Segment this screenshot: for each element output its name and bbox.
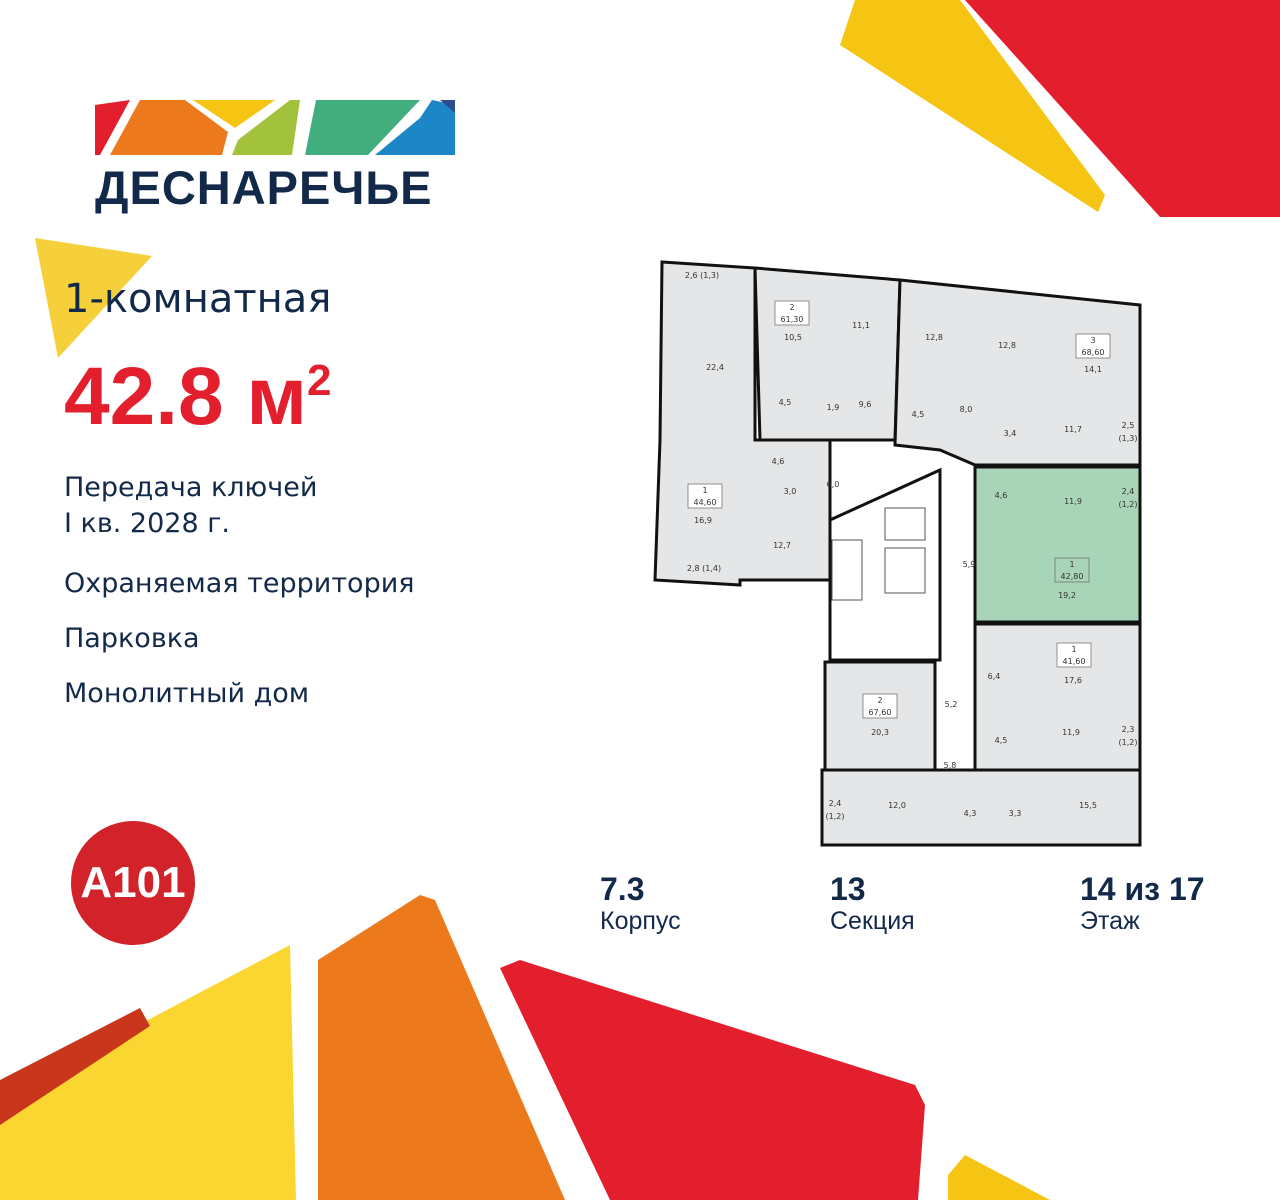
room-area-label: 4,5 — [995, 736, 1008, 745]
room-area-label: 15,5 — [1079, 801, 1097, 810]
room-area-label: 5,9 — [963, 560, 976, 569]
apartment-area-label: 61,30 — [781, 315, 804, 324]
room-area-label: 1,9 — [827, 403, 840, 412]
room-area-label: (1,2) — [1119, 500, 1138, 509]
deco-yellow-corner — [948, 1155, 1050, 1200]
room-area-label: 6,0 — [827, 480, 840, 489]
deco-red-top — [965, 0, 1280, 217]
apartment-label: 142,80 — [1054, 557, 1090, 583]
room-area-label: 5,8 — [944, 761, 957, 770]
room-area-label: 12,7 — [773, 541, 791, 550]
deco-yellow-title — [35, 238, 152, 358]
room-area-label: 4,3 — [964, 809, 977, 818]
room-area-label: 12,8 — [925, 333, 943, 342]
handover-info: Передача ключей I кв. 2028 г. — [64, 472, 318, 539]
apartment-42-80-selected[interactable] — [973, 465, 1142, 624]
room-area-label: 2,3 — [1122, 725, 1135, 734]
room-area-label: 11,9 — [1064, 497, 1082, 506]
room-area-label: 2,4 — [1122, 487, 1135, 496]
plan-rooms — [653, 260, 1142, 847]
feature-monolith: Монолитный дом — [64, 678, 310, 709]
room-area-label: 2,4 — [829, 799, 842, 808]
apartment-rooms: 3 — [1090, 336, 1095, 345]
room-area-label: (1,2) — [1119, 738, 1138, 747]
room-area-label: 10,5 — [784, 333, 802, 342]
room-area-label: 4,6 — [772, 457, 785, 466]
apartment-61-30-block[interactable] — [753, 266, 902, 442]
apartment-rooms: 2 — [789, 303, 794, 312]
apartment-area-label: 67,60 — [869, 708, 892, 717]
apartment-area: 42.8 м2 — [64, 351, 332, 442]
room-area-label: 4,6 — [995, 491, 1008, 500]
feature-parking: Парковка — [64, 623, 200, 654]
deco-yellow-bottom — [0, 945, 296, 1200]
feature-security: Охраняемая территория — [64, 568, 415, 599]
room-area-label: 22,4 — [706, 363, 724, 372]
apartment-area-label: 68,60 — [1082, 348, 1105, 357]
stat-floor: 14 из 17 Этаж — [1080, 871, 1205, 935]
brand-logo-stripes — [95, 100, 455, 155]
room-area-label: 2,5 — [1122, 421, 1135, 430]
room-area-label: 20,3 — [871, 728, 889, 737]
apartment-area-label: 44,60 — [694, 498, 717, 507]
room-area-label: 17,6 — [1064, 676, 1082, 685]
apartment-rooms: 2 — [877, 696, 882, 705]
room-area-label: 5,2 — [945, 700, 958, 709]
stat-building: 7.3 Корпус — [600, 871, 681, 935]
room-area-label: 12,8 — [998, 341, 1016, 350]
apartment-68-60-block[interactable] — [893, 278, 1142, 467]
room-area-label: 3,4 — [1004, 429, 1017, 438]
apartment-rooms: 1 — [702, 486, 707, 495]
plan-stairs — [831, 507, 926, 601]
brand-name: ДЕСНАРЕЧЬЕ — [95, 161, 433, 214]
room-count: 1-комнатная — [64, 276, 332, 322]
room-area-label: 19,2 — [1058, 591, 1076, 600]
room-area-label: (1,2) — [826, 812, 845, 821]
room-area-label: 9,6 — [859, 400, 872, 409]
apartment-label: 267,60 — [862, 693, 898, 719]
deco-red-bottom — [500, 960, 925, 1200]
apartment-area-label: 41,60 — [1063, 657, 1086, 666]
room-area-label: 16,9 — [694, 516, 712, 525]
apartment-label: 261,30 — [774, 300, 810, 326]
deco-yellow-top — [840, 0, 1105, 212]
apartment-label: 368,60 — [1075, 333, 1111, 359]
apartment-rooms: 1 — [1071, 645, 1076, 654]
room-area-label: 8,0 — [960, 405, 973, 414]
room-area-label: 11,7 — [1064, 425, 1082, 434]
developer-logo: A101 — [71, 821, 195, 945]
room-area-label: 4,5 — [912, 410, 925, 419]
room-area-label: 2,8 (1,4) — [687, 564, 721, 573]
room-area-label: 2,6 (1,3) — [685, 271, 719, 280]
deco-orange-bottom — [318, 895, 565, 1200]
apartment-label: 144,60 — [687, 483, 723, 509]
room-area-label: 11,9 — [1062, 728, 1080, 737]
room-area-label: (1,3) — [1119, 434, 1138, 443]
room-area-label: 12,0 — [888, 801, 906, 810]
deco-darkred-stripe — [0, 1008, 150, 1125]
room-area-label: 6,4 — [988, 672, 1001, 681]
apartment-rooms: 1 — [1069, 560, 1074, 569]
apartment-label: 141,60 — [1056, 642, 1092, 668]
apartment-bottom-block[interactable] — [820, 768, 1142, 847]
apartment-area-label: 42,80 — [1061, 572, 1084, 581]
room-area-label: 11,1 — [852, 321, 870, 330]
room-area-label: 3,0 — [784, 487, 797, 496]
room-area-label: 14,1 — [1084, 365, 1102, 374]
room-area-label: 4,5 — [779, 398, 792, 407]
room-area-label: 3,3 — [1009, 809, 1022, 818]
stat-section: 13 Секция — [830, 871, 915, 935]
